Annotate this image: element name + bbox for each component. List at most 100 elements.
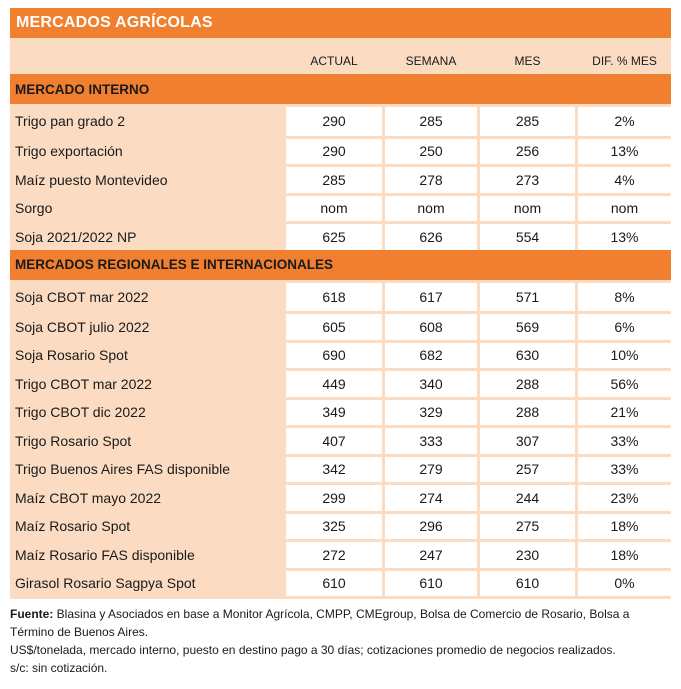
cell-semana: 617 [385, 282, 477, 311]
table-body: MERCADO INTERNO Trigo pan grado 2 290 285 28… [10, 74, 671, 596]
cell-dif-mes: 6% [578, 314, 671, 340]
cell-semana: 247 [385, 542, 477, 568]
table-row: Trigo pan grado 2 290 285 285 2% [10, 107, 671, 136]
cell-dif-mes: 10% [578, 342, 671, 368]
cell-actual: 605 [286, 314, 382, 340]
cell-mes: 230 [480, 542, 575, 568]
source-text: Blasina y Asociados en base a Monitor Ag… [10, 607, 630, 639]
cell-semana: nom [385, 195, 477, 221]
cell-mes: 285 [480, 107, 575, 136]
table-row: Soja 2021/2022 NP 625 626 554 13% [10, 221, 671, 250]
cell-actual: 449 [286, 371, 382, 397]
page-title: MERCADOS AGRÍCOLAS [16, 14, 213, 31]
cell-actual: 285 [286, 167, 382, 193]
cell-mes: 569 [480, 314, 575, 340]
table-row: Maíz puesto Montevideo 285 278 273 4% [10, 164, 671, 193]
cell-semana: 285 [385, 107, 477, 136]
cell-dif-mes: 18% [578, 542, 671, 568]
column-header-mes: MES [514, 54, 541, 68]
table-row: Soja CBOT julio 2022 605 608 569 6% [10, 311, 671, 340]
cell-actual: 690 [286, 342, 382, 368]
cell-dif-mes: 18% [578, 513, 671, 539]
cell-mes: nom [480, 195, 575, 221]
cell-mes: 630 [480, 342, 575, 368]
cell-dif-mes: 56% [578, 371, 671, 397]
row-label: Soja Rosario Spot [15, 347, 128, 364]
cell-actual: 349 [286, 399, 382, 425]
cell-mes: 307 [480, 428, 575, 454]
cell-semana: 340 [385, 371, 477, 397]
table-row: Maíz Rosario Spot 325 296 275 18% [10, 510, 671, 539]
column-header-dif: DIF. % MES [592, 54, 657, 68]
cell-semana: 274 [385, 485, 477, 511]
cell-actual: 407 [286, 428, 382, 454]
cell-mes: 273 [480, 167, 575, 193]
cell-semana: 296 [385, 513, 477, 539]
row-label: Trigo CBOT mar 2022 [15, 375, 152, 392]
cell-mes: 288 [480, 371, 575, 397]
cell-mes: 256 [480, 138, 575, 164]
table-row: Maíz Rosario FAS disponible 272 247 230 18% [10, 539, 671, 568]
row-label: Maíz CBOT mayo 2022 [15, 489, 162, 506]
cell-semana: 250 [385, 138, 477, 164]
cell-actual: 610 [286, 570, 382, 596]
row-label: Soja 2021/2022 NP [15, 228, 137, 245]
table-row: Trigo Rosario Spot 407 333 307 33% [10, 425, 671, 454]
row-label: Trigo pan grado 2 [15, 113, 125, 130]
cell-dif-mes: 8% [578, 282, 671, 311]
cell-semana: 682 [385, 342, 477, 368]
cell-semana: 278 [385, 167, 477, 193]
row-label: Trigo Buenos Aires FAS disponible [15, 461, 231, 478]
cell-mes: 610 [480, 570, 575, 596]
units-note: US$/tonelada, mercado interno, puesto en… [10, 643, 616, 657]
cell-semana: 610 [385, 570, 477, 596]
cell-semana: 626 [385, 224, 477, 250]
table-row: Trigo CBOT mar 2022 449 340 288 56% [10, 368, 671, 397]
source-label: Fuente: [10, 607, 54, 621]
cell-actual: 325 [286, 513, 382, 539]
row-label: Trigo exportación [15, 143, 123, 160]
cell-dif-mes: nom [578, 195, 671, 221]
cell-dif-mes: 33% [578, 428, 671, 454]
cell-dif-mes: 0% [578, 570, 671, 596]
section-header: MERCADOS REGIONALES E INTERNACIONALES [10, 249, 671, 280]
cell-actual: 290 [286, 107, 382, 136]
row-label: Soja CBOT julio 2022 [15, 318, 150, 335]
cell-dif-mes: 13% [578, 138, 671, 164]
table-row: Trigo CBOT dic 2022 349 329 288 21% [10, 396, 671, 425]
column-header-semana: SEMANA [405, 54, 457, 68]
cell-semana: 333 [385, 428, 477, 454]
row-label: Soja CBOT mar 2022 [15, 288, 149, 305]
table-row: Sorgo nom nom nom nom [10, 192, 671, 221]
cell-actual: nom [286, 195, 382, 221]
section-header: MERCADO INTERNO [10, 74, 671, 104]
cell-actual: 299 [286, 485, 382, 511]
table-row: Trigo exportación 290 250 256 13% [10, 135, 671, 164]
cell-dif-mes: 13% [578, 224, 671, 250]
cell-actual: 272 [286, 542, 382, 568]
table-row: Girasol Rosario Sagpya Spot 610 610 610 0% [10, 567, 671, 596]
table-row: Trigo Buenos Aires FAS disponible 342 279 2… [10, 453, 671, 482]
prices-table: ACTUAL SEMANA MES DIF. % MES MERCADO INT… [10, 38, 671, 599]
row-label: Sorgo [15, 200, 53, 217]
section-rows: Soja CBOT mar 2022 618 617 571 8% Soja CBOT j… [10, 280, 671, 596]
row-label: Trigo CBOT dic 2022 [15, 404, 146, 421]
cell-dif-mes: 4% [578, 167, 671, 193]
source-note: Fuente: Blasina y Asociados en base a Mo… [10, 605, 671, 641]
row-label: Trigo Rosario Spot [15, 432, 132, 449]
cell-actual: 342 [286, 456, 382, 482]
section-rows: Trigo pan grado 2 290 285 285 2% Trigo export… [10, 104, 671, 250]
cell-actual: 618 [286, 282, 382, 311]
column-headers: ACTUAL SEMANA MES DIF. % MES [10, 38, 671, 74]
column-header-actual: ACTUAL [310, 54, 358, 68]
table-row: Maíz CBOT mayo 2022 299 274 244 23% [10, 482, 671, 511]
cell-dif-mes: 2% [578, 107, 671, 136]
cell-dif-mes: 23% [578, 485, 671, 511]
cell-actual: 625 [286, 224, 382, 250]
cell-mes: 571 [480, 282, 575, 311]
agricultural-markets-panel: MERCADOS AGRÍCOLAS ACTUAL SEMANA MES DIF… [10, 8, 671, 677]
row-label: Girasol Rosario Sagpya Spot [15, 575, 196, 592]
table-row: Soja Rosario Spot 690 682 630 10% [10, 339, 671, 368]
cell-mes: 275 [480, 513, 575, 539]
row-label: Maíz Rosario Spot [15, 518, 131, 535]
